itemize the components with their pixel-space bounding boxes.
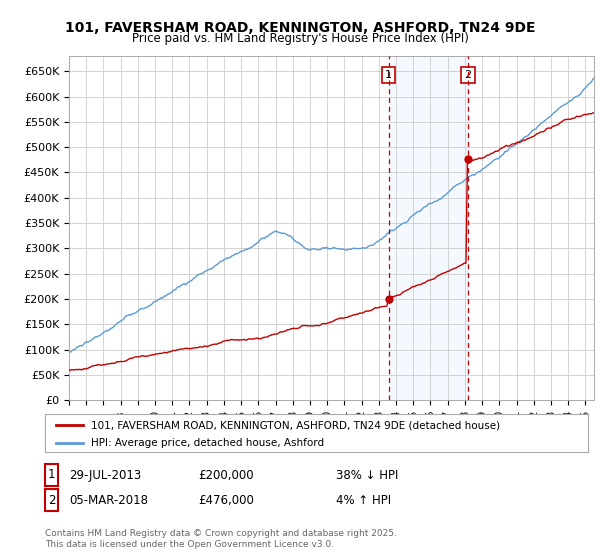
- Bar: [389, 56, 468, 400]
- Text: 101, FAVERSHAM ROAD, KENNINGTON, ASHFORD, TN24 9DE: 101, FAVERSHAM ROAD, KENNINGTON, ASHFORD…: [65, 21, 535, 35]
- Text: 2: 2: [48, 493, 55, 507]
- Text: 05-MAR-2018: 05-MAR-2018: [69, 494, 148, 507]
- Text: 1: 1: [385, 70, 392, 80]
- Text: 38% ↓ HPI: 38% ↓ HPI: [336, 469, 398, 482]
- Text: £200,000: £200,000: [198, 469, 254, 482]
- Text: 1: 1: [48, 468, 55, 482]
- Text: £476,000: £476,000: [198, 494, 254, 507]
- Text: 4% ↑ HPI: 4% ↑ HPI: [336, 494, 391, 507]
- Text: 101, FAVERSHAM ROAD, KENNINGTON, ASHFORD, TN24 9DE (detached house): 101, FAVERSHAM ROAD, KENNINGTON, ASHFORD…: [91, 420, 500, 430]
- Text: 2: 2: [464, 70, 472, 80]
- Text: HPI: Average price, detached house, Ashford: HPI: Average price, detached house, Ashf…: [91, 438, 324, 448]
- Text: 29-JUL-2013: 29-JUL-2013: [69, 469, 141, 482]
- Text: Contains HM Land Registry data © Crown copyright and database right 2025.
This d: Contains HM Land Registry data © Crown c…: [45, 529, 397, 549]
- Text: Price paid vs. HM Land Registry's House Price Index (HPI): Price paid vs. HM Land Registry's House …: [131, 32, 469, 45]
